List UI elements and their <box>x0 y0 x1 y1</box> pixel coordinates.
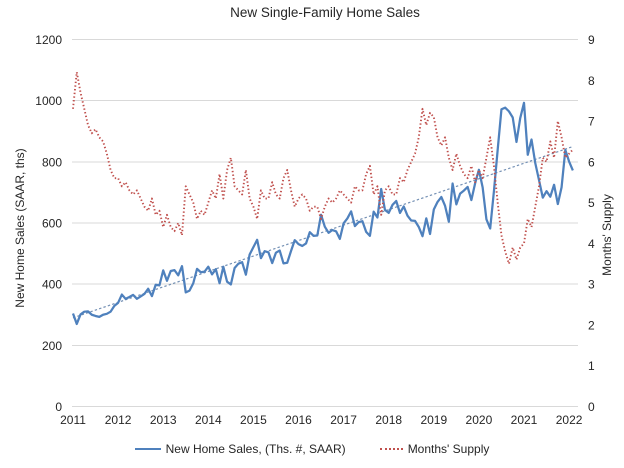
right-axis-tick-label: 2 <box>588 318 595 332</box>
legend-label-new-home-sales: New Home Sales, (Ths. #, SAAR) <box>165 442 346 456</box>
x-axis-tick-label: 2020 <box>466 413 493 427</box>
right-axis-tick-label: 8 <box>588 74 595 88</box>
x-axis-tick-label: 2012 <box>105 413 132 427</box>
left-axis-tick-label: 1000 <box>35 94 62 108</box>
right-axis-tick-label: 9 <box>588 33 595 47</box>
trendline <box>72 145 574 319</box>
right-axis-tick-label: 3 <box>588 278 595 292</box>
x-axis-tick-label: 2016 <box>285 413 312 427</box>
left-axis-tick-label: 800 <box>42 155 62 169</box>
right-axis-tick-label: 4 <box>588 237 595 251</box>
left-axis-tick-label: 600 <box>42 217 62 231</box>
legend-item-new-home-sales: New Home Sales, (Ths. #, SAAR) <box>134 442 346 456</box>
sales-line-sample-icon <box>134 448 161 450</box>
right-axis-tick-label: 1 <box>588 359 595 373</box>
x-axis-tick-label: 2014 <box>195 413 222 427</box>
x-axis-tick-label: 2018 <box>375 413 402 427</box>
x-axis-tick-label: 2011 <box>60 413 86 427</box>
right-axis-tick-label: 6 <box>588 155 595 169</box>
right-axis-tick-label: 0 <box>588 400 595 414</box>
chart-title: New Single-Family Home Sales <box>230 5 420 20</box>
x-axis-tick-label: 2017 <box>330 413 357 427</box>
x-axis-tick-label: 2013 <box>150 413 177 427</box>
series-line-months-supply <box>72 71 574 265</box>
left-axis-tick-label: 0 <box>55 400 62 414</box>
right-axis-tick-label: 7 <box>588 115 595 129</box>
legend: New Home Sales, (Ths. #, SAAR) Months' S… <box>0 442 624 456</box>
left-axis-tick-label: 400 <box>42 278 62 292</box>
x-axis-tick-label: 2022 <box>556 413 583 427</box>
series-line-new-home-sales <box>71 101 574 326</box>
x-axis-tick-label: 2021 <box>511 413 538 427</box>
legend-item-months-supply: Months' Supply <box>379 442 490 456</box>
left-axis-tick-label: 1200 <box>35 33 62 47</box>
x-axis-tick-label: 2015 <box>240 413 267 427</box>
right-axis-tick-label: 5 <box>588 196 595 210</box>
x-axis-tick-label: 2019 <box>420 413 447 427</box>
supply-line-sample-icon <box>379 448 403 450</box>
left-axis-tick-label: 200 <box>42 339 62 353</box>
legend-label-months-supply: Months' Supply <box>407 442 490 456</box>
